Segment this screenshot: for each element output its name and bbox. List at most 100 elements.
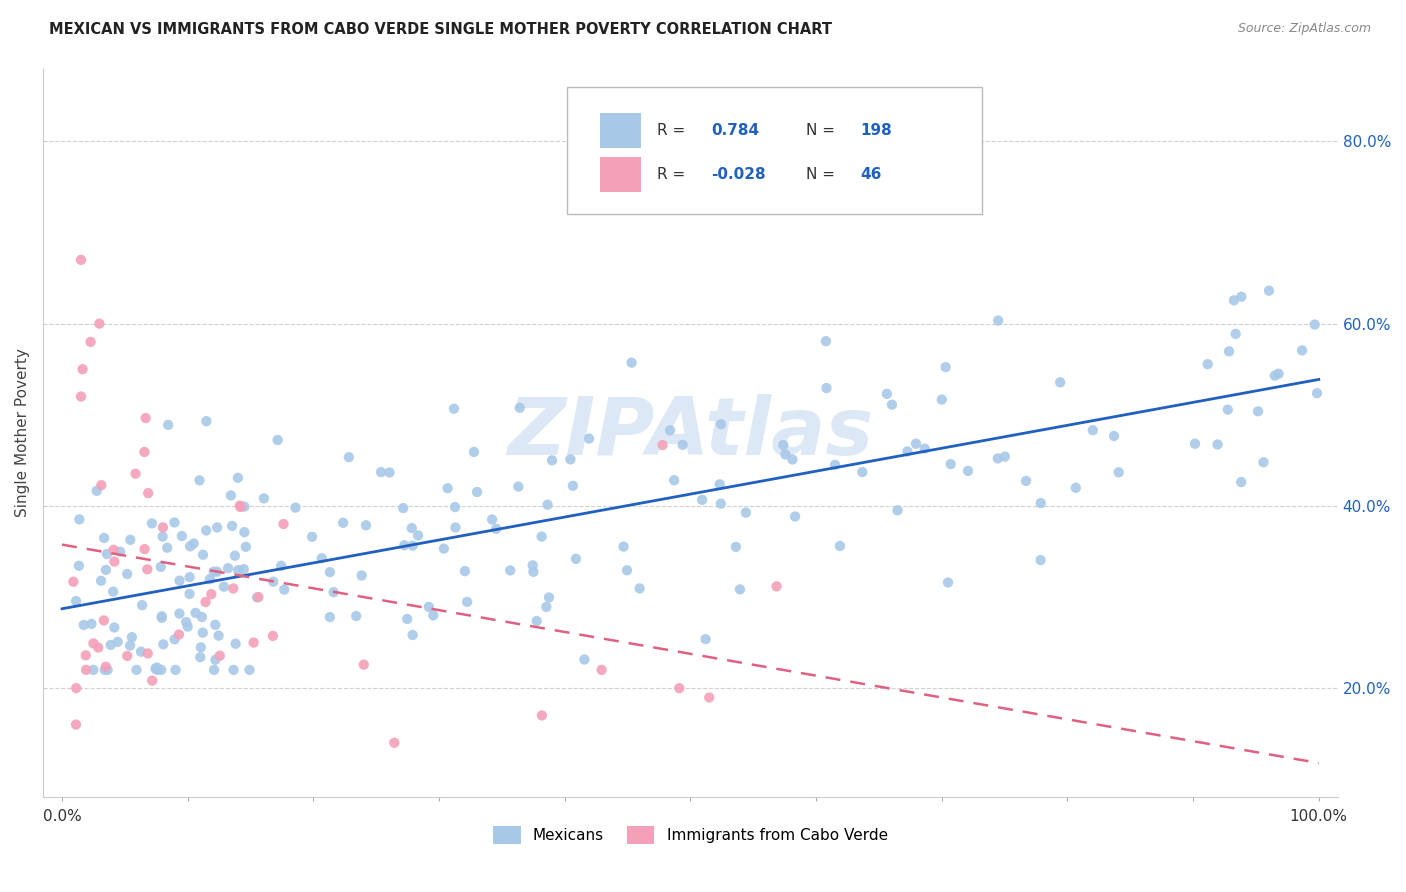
Point	[222, 663, 245, 677]
Point	[212, 580, 235, 594]
Point	[1081, 423, 1104, 437]
Point	[134, 445, 156, 459]
Point	[1029, 553, 1052, 567]
Point	[190, 640, 212, 655]
Text: N =: N =	[806, 167, 835, 182]
Point	[169, 574, 191, 588]
Point	[82, 663, 104, 677]
Point	[200, 587, 222, 601]
Text: ZIPAtlas: ZIPAtlas	[508, 394, 873, 472]
Point	[165, 663, 187, 677]
Point	[1223, 293, 1246, 308]
Point	[1291, 343, 1313, 358]
Point	[378, 466, 401, 480]
Point	[67, 512, 90, 526]
Point	[772, 438, 794, 452]
Point	[273, 517, 295, 532]
Point	[1225, 326, 1247, 341]
Point	[191, 610, 214, 624]
Point	[156, 541, 179, 555]
Point	[129, 645, 152, 659]
Point	[204, 618, 226, 632]
Point	[301, 530, 323, 544]
Point	[73, 618, 96, 632]
Point	[136, 486, 159, 500]
Text: -0.028: -0.028	[711, 167, 766, 182]
Point	[86, 483, 108, 498]
Point	[1306, 386, 1329, 401]
Point	[195, 414, 218, 428]
Point	[266, 433, 288, 447]
Point	[70, 252, 93, 267]
Point	[337, 450, 360, 465]
Point	[354, 518, 377, 533]
Point	[131, 598, 153, 612]
Point	[1230, 475, 1253, 489]
Point	[319, 565, 342, 579]
Point	[82, 636, 104, 650]
Point	[94, 563, 117, 577]
Point	[522, 558, 544, 573]
Point	[89, 317, 111, 331]
Point	[65, 681, 87, 695]
Point	[709, 477, 731, 491]
Point	[108, 544, 131, 558]
Point	[724, 540, 747, 554]
Point	[229, 499, 252, 513]
Point	[350, 568, 373, 582]
Point	[775, 447, 797, 461]
Point	[146, 660, 169, 674]
Point	[149, 560, 172, 574]
Point	[238, 663, 260, 677]
Point	[814, 334, 837, 349]
Point	[668, 681, 690, 695]
Point	[1303, 318, 1326, 332]
Point	[94, 659, 117, 673]
Point	[1216, 402, 1239, 417]
Point	[202, 565, 225, 579]
Point	[1184, 436, 1206, 450]
Point	[765, 579, 787, 593]
Point	[782, 452, 804, 467]
Point	[574, 652, 596, 666]
Point	[1247, 404, 1270, 418]
Point	[522, 565, 544, 579]
Point	[121, 630, 143, 644]
Point	[135, 411, 157, 425]
Point	[170, 529, 193, 543]
Point	[530, 708, 553, 723]
Point	[150, 609, 173, 624]
Point	[103, 542, 125, 557]
Point	[994, 450, 1017, 464]
Point	[136, 562, 159, 576]
Point	[70, 390, 93, 404]
Point	[662, 473, 685, 487]
Point	[152, 637, 174, 651]
Point	[235, 540, 257, 554]
Point	[96, 547, 118, 561]
Point	[207, 629, 229, 643]
Point	[443, 401, 465, 416]
Point	[75, 663, 97, 677]
Point	[1108, 465, 1130, 479]
Point	[931, 392, 953, 407]
Point	[191, 548, 214, 562]
Point	[499, 563, 522, 577]
Legend: Mexicans, Immigrants from Cabo Verde: Mexicans, Immigrants from Cabo Verde	[494, 826, 887, 845]
Point	[125, 663, 148, 677]
Point	[401, 521, 423, 535]
Point	[262, 574, 284, 589]
Point	[1015, 474, 1038, 488]
Point	[157, 417, 180, 432]
Point	[382, 736, 405, 750]
FancyBboxPatch shape	[600, 113, 641, 148]
Point	[208, 648, 231, 663]
Point	[418, 599, 440, 614]
Point	[939, 457, 962, 471]
Point	[273, 582, 295, 597]
Point	[537, 591, 560, 605]
Point	[97, 663, 120, 677]
Point	[735, 506, 758, 520]
Point	[90, 478, 112, 492]
Point	[896, 444, 918, 458]
